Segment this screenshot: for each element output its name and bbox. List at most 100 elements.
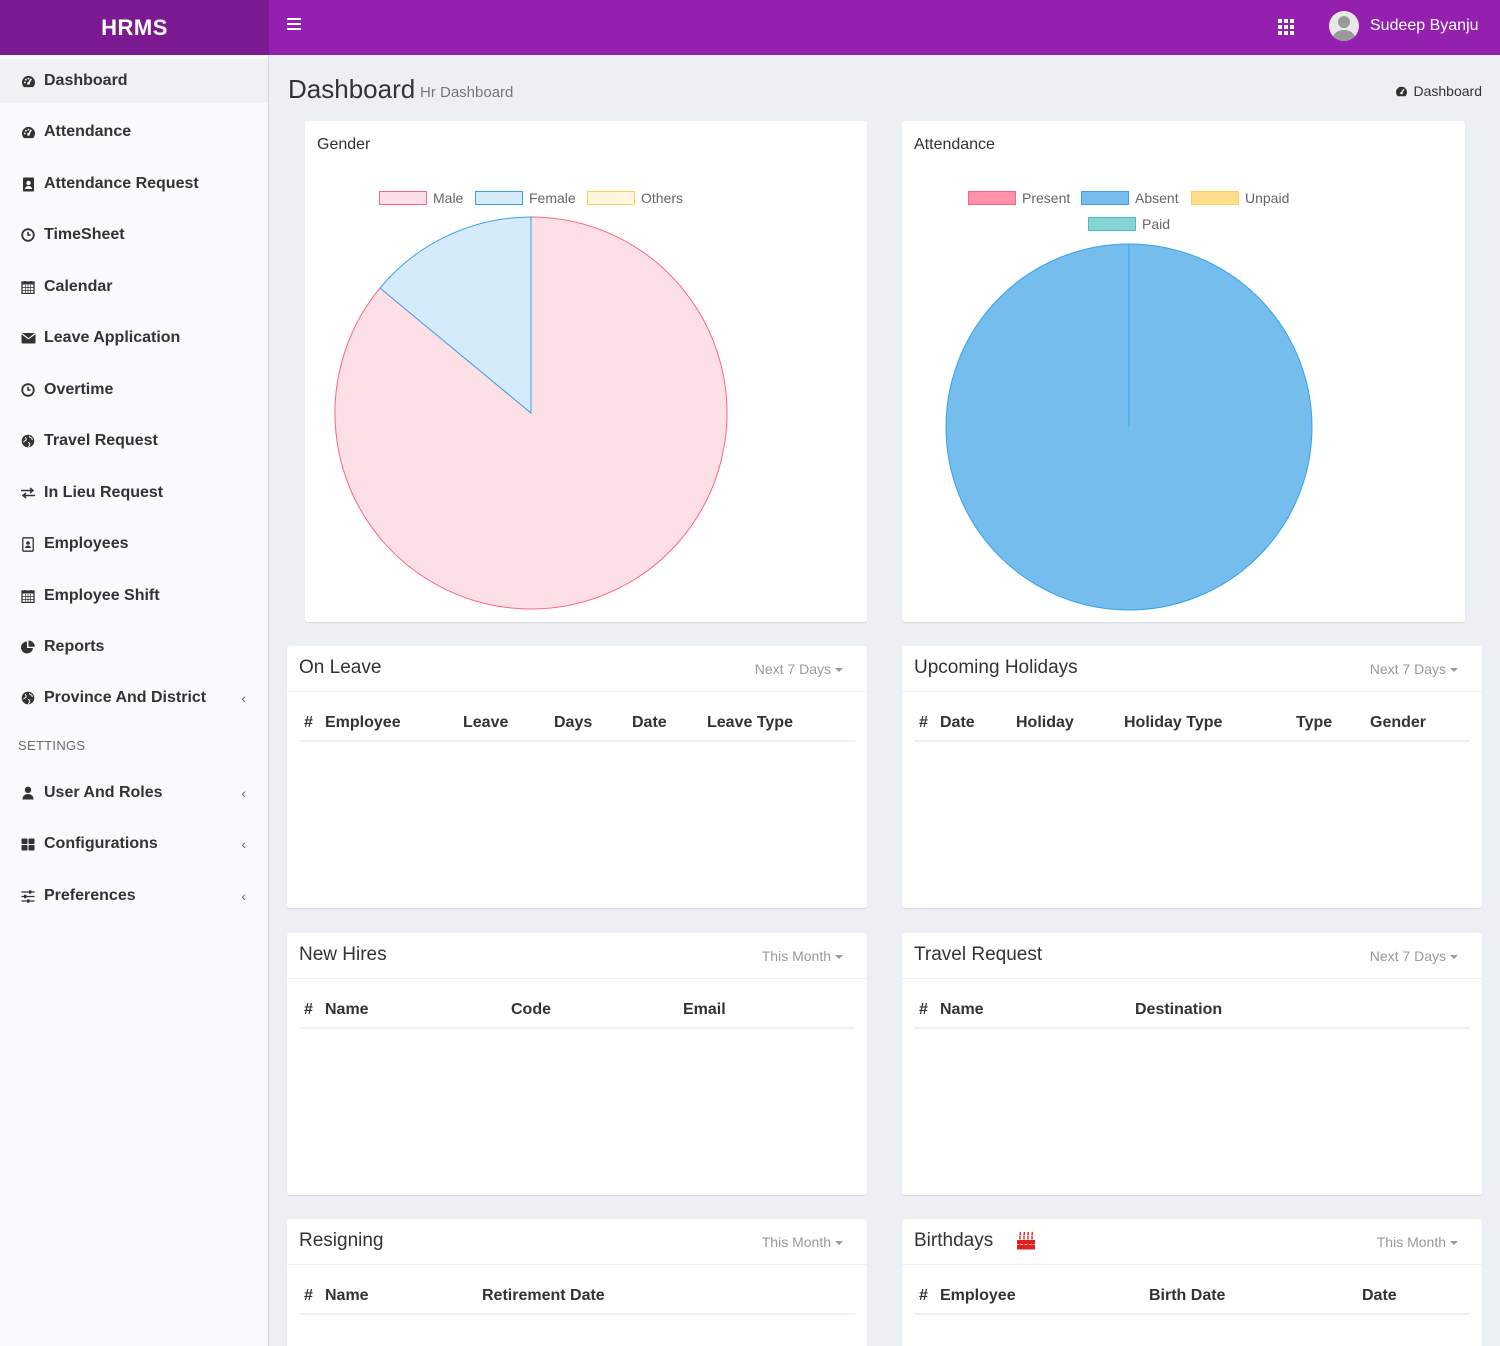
column-header: Days bbox=[554, 714, 593, 731]
caret-down-icon bbox=[1450, 1241, 1458, 1246]
sidebar: Dashboard Attendance Attendance Request … bbox=[0, 55, 269, 1346]
legend-swatch bbox=[1191, 191, 1239, 205]
box-divider bbox=[902, 1264, 1482, 1265]
table-header: # Employee Birth Date Date bbox=[914, 1277, 1470, 1315]
period-dropdown-label: Next 7 Days bbox=[1369, 948, 1446, 964]
period-dropdown[interactable]: This Month bbox=[1377, 1234, 1458, 1250]
breadcrumb[interactable]: Dashboard bbox=[1395, 83, 1482, 99]
chevron-left-icon: ‹ bbox=[241, 836, 246, 852]
calendar-icon bbox=[20, 279, 36, 295]
pie-slice-absent[interactable] bbox=[945, 243, 1313, 611]
period-dropdown[interactable]: This Month bbox=[762, 1234, 843, 1250]
sidebar-item-configurations[interactable]: Configurations ‹ bbox=[0, 822, 268, 866]
sidebar-item-province-and-district[interactable]: Province And District ‹ bbox=[0, 676, 268, 720]
envelope-icon bbox=[20, 330, 36, 346]
chart-title: Gender bbox=[317, 136, 371, 153]
sidebar-section-header: SETTINGS bbox=[18, 738, 86, 753]
column-header: # bbox=[304, 714, 313, 731]
pie-slice-female[interactable] bbox=[379, 216, 532, 415]
sidebar-item-calendar[interactable]: Calendar bbox=[0, 265, 268, 309]
box-divider bbox=[902, 691, 1482, 692]
calendar-icon bbox=[20, 588, 36, 604]
sidebar-item-employees[interactable]: Employees bbox=[0, 522, 268, 566]
globe-icon bbox=[20, 433, 36, 449]
legend-item-paid[interactable]: Paid bbox=[1088, 216, 1170, 232]
globe-icon bbox=[20, 690, 36, 706]
period-dropdown-label: Next 7 Days bbox=[754, 661, 831, 677]
gender-chart-panel: Gender Male Female Others bbox=[305, 121, 867, 622]
sidebar-item-label: Province And District bbox=[44, 689, 207, 706]
legend-item-male[interactable]: Male bbox=[379, 190, 463, 206]
page-title: Dashboard bbox=[288, 74, 416, 104]
period-dropdown[interactable]: Next 7 Days bbox=[1370, 948, 1458, 964]
legend-item-female[interactable]: Female bbox=[475, 190, 576, 206]
avatar bbox=[1329, 11, 1359, 41]
box-divider bbox=[287, 691, 867, 692]
legend-item-unpaid[interactable]: Unpaid bbox=[1191, 190, 1289, 206]
legend-swatch bbox=[475, 191, 523, 205]
sidebar-item-overtime[interactable]: Overtime bbox=[0, 368, 268, 412]
sidebar-item-user-and-roles[interactable]: User And Roles ‹ bbox=[0, 771, 268, 815]
sidebar-item-travel-request[interactable]: Travel Request bbox=[0, 419, 268, 463]
user-icon bbox=[20, 785, 36, 801]
column-header: Date bbox=[1362, 1287, 1397, 1304]
period-dropdown[interactable]: Next 7 Days bbox=[1370, 661, 1458, 677]
column-header: Leave bbox=[463, 714, 509, 731]
attendance-chart-panel: Attendance Present Absent Unpaid Paid bbox=[902, 121, 1465, 622]
caret-down-icon bbox=[1450, 955, 1458, 960]
top-navbar: HRMS Sudeep Byanju bbox=[0, 0, 1500, 55]
table-header: # Name Destination bbox=[914, 991, 1470, 1029]
sidebar-toggle-icon[interactable] bbox=[287, 18, 301, 32]
travel-request-box: Travel Request Next 7 Days # Name Destin… bbox=[902, 933, 1482, 1195]
id-badge-icon bbox=[20, 536, 36, 552]
sidebar-item-label: Employee Shift bbox=[44, 587, 160, 604]
box-title: Resigning bbox=[299, 1230, 384, 1251]
apps-grid-icon[interactable] bbox=[1278, 19, 1294, 35]
column-header: Code bbox=[511, 1001, 551, 1018]
column-header: # bbox=[919, 714, 928, 731]
period-dropdown[interactable]: Next 7 Days bbox=[755, 661, 843, 677]
page-subtitle: Hr Dashboard bbox=[420, 84, 514, 101]
caret-down-icon bbox=[835, 668, 843, 673]
pie-chart-icon bbox=[20, 639, 36, 655]
column-header: # bbox=[919, 1287, 928, 1304]
period-dropdown[interactable]: This Month bbox=[762, 948, 843, 964]
sidebar-item-timesheet[interactable]: TimeSheet bbox=[0, 213, 268, 257]
sidebar-item-dashboard[interactable]: Dashboard bbox=[0, 59, 268, 103]
chart-title: Attendance bbox=[914, 136, 995, 153]
box-divider bbox=[287, 1264, 867, 1265]
box-title: On Leave bbox=[299, 657, 382, 678]
legend-swatch bbox=[379, 191, 427, 205]
table-header: # Employee Leave Days Date Leave Type bbox=[299, 704, 855, 742]
column-header: Retirement Date bbox=[482, 1287, 605, 1304]
sidebar-item-attendance-request[interactable]: Attendance Request bbox=[0, 162, 268, 206]
sidebar-item-employee-shift[interactable]: Employee Shift bbox=[0, 574, 268, 618]
column-header: Name bbox=[325, 1001, 369, 1018]
sidebar-item-in-lieu-request[interactable]: In Lieu Request bbox=[0, 471, 268, 515]
legend-item-absent[interactable]: Absent bbox=[1081, 190, 1179, 206]
period-dropdown-label: This Month bbox=[1376, 1234, 1446, 1250]
gender-pie-chart bbox=[334, 216, 728, 610]
box-title: Upcoming Holidays bbox=[914, 657, 1078, 678]
sidebar-item-label: Leave Application bbox=[44, 329, 181, 346]
caret-down-icon bbox=[835, 955, 843, 960]
sidebar-item-label: User And Roles bbox=[44, 784, 163, 801]
app-brand[interactable]: HRMS bbox=[0, 0, 269, 55]
sidebar-item-preferences[interactable]: Preferences ‹ bbox=[0, 874, 268, 918]
legend-swatch bbox=[587, 191, 635, 205]
main-header: Sudeep Byanju bbox=[269, 0, 1500, 55]
sidebar-item-reports[interactable]: Reports bbox=[0, 625, 268, 669]
column-header: # bbox=[919, 1001, 928, 1018]
column-header: Name bbox=[325, 1287, 369, 1304]
sidebar-item-leave-application[interactable]: Leave Application bbox=[0, 316, 268, 360]
legend-item-present[interactable]: Present bbox=[968, 190, 1070, 206]
contact-book-icon bbox=[20, 176, 36, 192]
box-title: New Hires bbox=[299, 944, 387, 965]
user-menu[interactable]: Sudeep Byanju bbox=[1329, 11, 1479, 41]
legend-item-others[interactable]: Others bbox=[587, 190, 683, 206]
column-header: Email bbox=[683, 1001, 726, 1018]
column-header: Destination bbox=[1135, 1001, 1223, 1018]
sidebar-item-attendance[interactable]: Attendance bbox=[0, 110, 268, 154]
box-title: Travel Request bbox=[914, 944, 1043, 965]
sidebar-item-label: In Lieu Request bbox=[44, 484, 164, 501]
